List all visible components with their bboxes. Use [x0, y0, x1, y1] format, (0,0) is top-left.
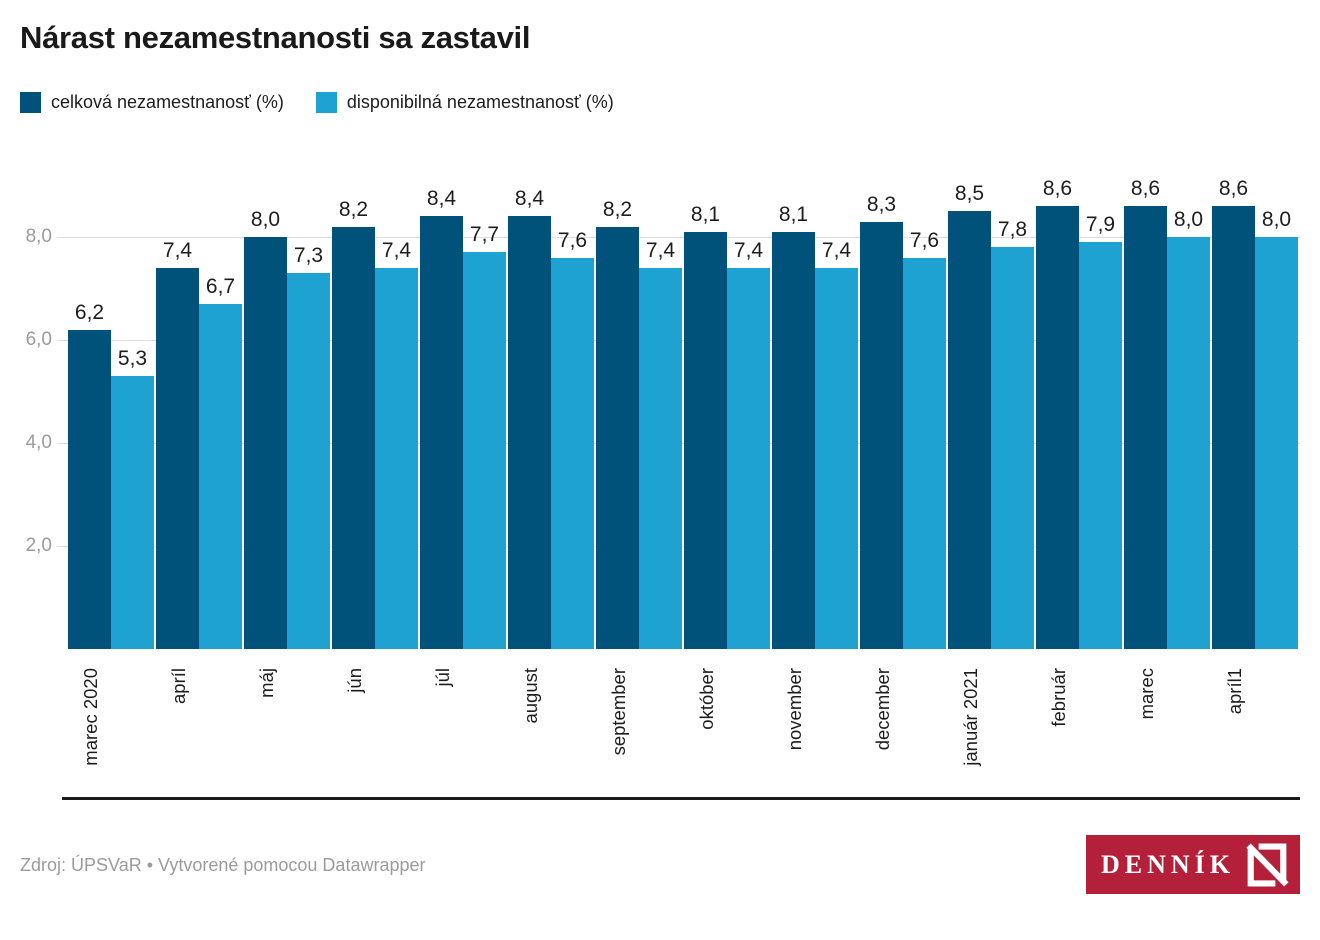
page-title: Nárast nezamestnanosti sa zastavil — [20, 20, 531, 55]
y-tick-label: 6,0 — [25, 329, 52, 350]
chart-plot: 2,0 4,0 6,0 8,0 6,2 5,3 marec 2020 7,4 6,7 apríl 8… — [0, 150, 1320, 840]
bar-celkova[interactable] — [684, 231, 727, 649]
bar-value-label: 7,3 — [293, 244, 324, 268]
gridline — [57, 237, 1300, 238]
bar-disponibilna[interactable] — [551, 257, 594, 649]
bar-value-label: 7,6 — [909, 228, 940, 252]
legend-label-disponibilna: disponibilná nezamestnanosť (%) — [346, 92, 614, 112]
x-axis-label: marec — [1135, 668, 1157, 720]
x-axis-label: júl — [431, 668, 453, 687]
bar-value-label: 8,6 — [1042, 177, 1073, 201]
x-axis-label: marec 2020 — [79, 668, 101, 766]
legend-swatch-disponibilna — [315, 92, 337, 113]
bar-value-label: 6,7 — [205, 274, 236, 298]
bar-celkova[interactable] — [860, 221, 903, 649]
legend-swatch-celkova — [20, 92, 41, 113]
x-axis-label: október — [695, 668, 717, 730]
bar-celkova[interactable] — [156, 267, 199, 649]
bar-value-label: 7,4 — [381, 238, 412, 262]
bar-disponibilna[interactable] — [1255, 237, 1298, 649]
bar-celkova[interactable] — [1036, 206, 1079, 649]
bar-celkova[interactable] — [596, 226, 639, 649]
bar-celkova[interactable] — [772, 231, 815, 649]
bar-value-label: 8,6 — [1218, 177, 1249, 201]
bar-value-label: 7,4 — [162, 238, 193, 262]
bar-value-label: 7,4 — [645, 238, 676, 262]
bar-disponibilna[interactable] — [463, 252, 506, 649]
bar-value-label: 8,4 — [514, 187, 545, 211]
bar-value-label: 8,5 — [954, 182, 985, 206]
bar-disponibilna[interactable] — [727, 267, 770, 649]
bar-value-label: 8,3 — [866, 192, 897, 216]
bar-value-label: 6,2 — [74, 300, 105, 324]
x-axis-label: január 2021 — [959, 668, 981, 766]
bar-disponibilna[interactable] — [815, 267, 858, 649]
bar-disponibilna[interactable] — [1167, 237, 1210, 649]
y-tick-label: 4,0 — [25, 432, 52, 453]
x-axis-label: september — [607, 668, 629, 756]
bar-disponibilna[interactable] — [111, 376, 154, 649]
bar-celkova[interactable] — [1124, 206, 1167, 649]
bar-celkova[interactable] — [948, 211, 991, 649]
x-axis-label: november — [783, 668, 805, 751]
x-axis-label: apríl — [167, 668, 189, 704]
bar-celkova[interactable] — [508, 216, 551, 649]
bar-disponibilna[interactable] — [287, 273, 330, 649]
bar-value-label: 7,6 — [557, 228, 588, 252]
bar-value-label: 8,0 — [1261, 208, 1292, 231]
bar-value-label: 8,1 — [690, 202, 721, 226]
x-axis-label: február — [1047, 668, 1069, 727]
dennik-n-logo[interactable]: DENNÍK — [1086, 835, 1300, 894]
dennik-n-icon — [1246, 842, 1289, 887]
x-axis-label: jún — [343, 668, 365, 693]
dennik-n-logo-text: DENNÍK — [1101, 849, 1236, 879]
bar-disponibilna[interactable] — [1079, 242, 1122, 649]
bar-disponibilna[interactable] — [991, 247, 1034, 649]
x-axis-label: august — [519, 668, 541, 724]
bar-celkova[interactable] — [68, 329, 111, 649]
bar-value-label: 8,0 — [1173, 208, 1204, 231]
bar-celkova[interactable] — [244, 237, 287, 649]
bar-value-label: 7,4 — [733, 238, 764, 262]
bar-disponibilna[interactable] — [639, 267, 682, 649]
x-axis-label: máj — [255, 668, 277, 698]
y-tick-label: 2,0 — [25, 535, 52, 556]
bar-value-label: 7,9 — [1085, 213, 1116, 237]
chart-legend: celková nezamestnanosť (%) disponibilná … — [20, 92, 636, 113]
bar-value-label: 8,4 — [426, 187, 457, 211]
bar-value-label: 8,2 — [602, 197, 633, 221]
legend-label-celkova: celková nezamestnanosť (%) — [51, 92, 284, 112]
bar-value-label: 7,7 — [469, 223, 500, 247]
source-attribution: Zdroj: ÚPSVaR • Vytvorené pomocou Datawr… — [20, 855, 426, 875]
bar-disponibilna[interactable] — [903, 257, 946, 649]
x-axis-line — [62, 797, 1300, 800]
x-axis-label: apríl1 — [1223, 668, 1245, 715]
bar-celkova[interactable] — [420, 216, 463, 649]
bar-value-label: 8,2 — [338, 197, 369, 221]
x-axis-label: december — [871, 668, 893, 751]
bar-value-label: 7,4 — [821, 238, 852, 262]
y-tick-label: 8,0 — [25, 226, 52, 247]
bar-disponibilna[interactable] — [199, 303, 242, 649]
bar-celkova[interactable] — [1212, 206, 1255, 649]
bar-disponibilna[interactable] — [375, 267, 418, 649]
bar-value-label: 8,0 — [250, 208, 281, 231]
bar-value-label: 8,6 — [1130, 177, 1161, 201]
bar-value-label: 7,8 — [997, 218, 1028, 242]
bar-celkova[interactable] — [332, 226, 375, 649]
bar-value-label: 5,3 — [117, 347, 148, 371]
bar-value-label: 8,1 — [778, 202, 809, 226]
